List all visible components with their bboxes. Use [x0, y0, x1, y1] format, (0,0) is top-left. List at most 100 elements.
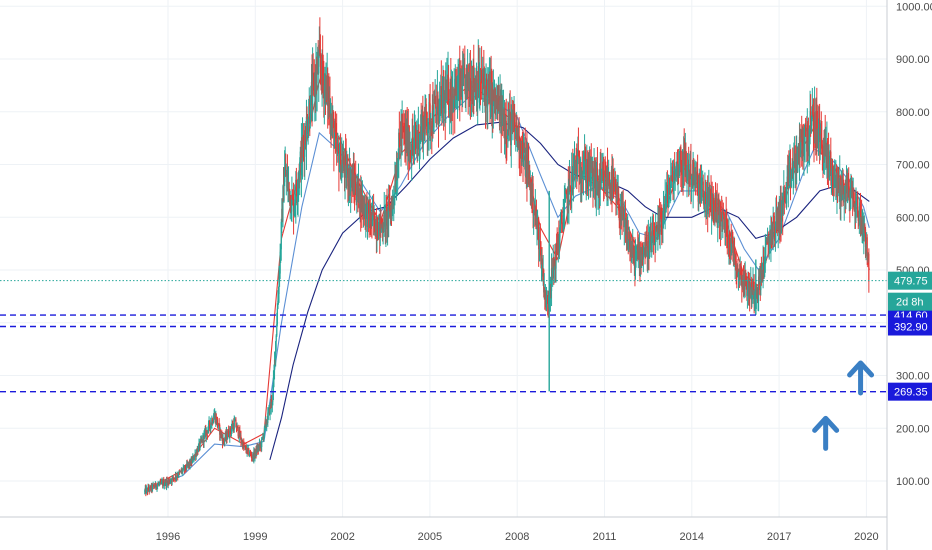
- candle-body: [186, 463, 188, 469]
- candle-body: [787, 168, 789, 189]
- candle-body: [427, 124, 430, 130]
- candle-body: [704, 192, 707, 195]
- candle-body: [430, 121, 432, 130]
- candle-body: [558, 237, 560, 248]
- candle-body: [865, 245, 867, 247]
- candle-body: [556, 244, 558, 250]
- candle-body: [686, 168, 689, 170]
- candle-body: [582, 170, 585, 174]
- price-tag-box: [888, 271, 932, 290]
- candle-body: [169, 481, 172, 483]
- candle-body: [329, 101, 331, 125]
- candle-body: [230, 428, 233, 433]
- candle-body: [249, 452, 252, 455]
- candle-body: [518, 123, 520, 154]
- candle-body: [636, 251, 638, 253]
- candle-body: [263, 426, 266, 434]
- candle-body: [578, 156, 580, 173]
- candle-body: [209, 421, 211, 427]
- candle-body: [604, 173, 606, 191]
- annotation-arrows: [812, 360, 875, 451]
- candle-body: [538, 248, 540, 250]
- candle-body: [433, 99, 435, 128]
- candle-body: [438, 99, 440, 122]
- candle-body: [805, 124, 807, 130]
- candle-body: [394, 183, 396, 198]
- candle-body: [643, 250, 645, 254]
- candle-body: [849, 191, 851, 207]
- candle-body: [369, 208, 371, 221]
- candle-body: [144, 490, 146, 492]
- candle-body: [646, 237, 648, 242]
- x-tick-label: 2005: [418, 531, 442, 543]
- candle-body: [576, 155, 578, 180]
- candle-body: [655, 231, 657, 251]
- candle-body: [527, 161, 529, 166]
- candle-body: [838, 189, 840, 193]
- candle-body: [797, 148, 799, 172]
- candle-body: [632, 244, 634, 255]
- candle-body: [803, 149, 805, 154]
- candle-body: [285, 166, 287, 177]
- candle-body: [413, 132, 416, 141]
- candle-body: [333, 138, 336, 149]
- candle-body: [477, 91, 479, 103]
- candle-body: [483, 73, 485, 82]
- candle-body: [372, 208, 374, 212]
- candle-body: [561, 223, 563, 226]
- candle-body: [456, 95, 459, 97]
- candle-body: [653, 240, 656, 243]
- candle-body: [393, 199, 395, 201]
- candle-body: [402, 126, 404, 130]
- candle-body: [490, 81, 492, 83]
- candle-body: [572, 166, 574, 180]
- candle-body: [607, 184, 609, 189]
- candle-body: [409, 150, 412, 155]
- candle-body: [392, 197, 394, 205]
- candle-body: [600, 175, 602, 179]
- candle-body: [304, 133, 306, 157]
- candle-body: [292, 198, 294, 200]
- candle-body: [811, 119, 813, 126]
- candle-body: [473, 65, 475, 91]
- candle-body: [848, 186, 850, 198]
- candle-body: [590, 158, 592, 172]
- candle-body: [385, 205, 388, 208]
- candle-body: [526, 161, 529, 184]
- candle-body: [858, 206, 860, 226]
- candle-body: [463, 68, 465, 79]
- candle-body: [716, 199, 718, 225]
- candle-body: [159, 481, 161, 484]
- candle-body: [502, 114, 504, 126]
- candle-body: [628, 240, 630, 250]
- candle-body: [660, 212, 662, 218]
- candle-body: [336, 147, 338, 152]
- candle-body: [785, 182, 788, 204]
- y-tick-label: 100.00: [896, 476, 930, 488]
- candle-body: [669, 188, 671, 191]
- y-tick-label: 700.00: [896, 160, 930, 172]
- candle-body: [445, 88, 447, 114]
- candle-body: [718, 198, 720, 207]
- candle-body: [827, 148, 830, 172]
- candle-body: [412, 137, 414, 148]
- candle-body: [344, 154, 346, 178]
- candle-body: [397, 158, 399, 173]
- candle-body: [842, 174, 844, 183]
- candle-body: [393, 197, 395, 200]
- x-tick-label: 2020: [854, 531, 878, 543]
- candle-body: [717, 223, 719, 225]
- candle-body: [465, 75, 467, 100]
- candle-body: [674, 174, 676, 181]
- candle-body: [608, 178, 610, 187]
- candle-body: [615, 186, 617, 198]
- candle-body: [559, 225, 561, 238]
- candle-body: [700, 184, 703, 194]
- candle-body: [456, 76, 458, 96]
- candle-body: [686, 169, 688, 175]
- candle-body: [165, 480, 168, 486]
- candle-body: [524, 147, 526, 176]
- candle-body: [605, 174, 607, 186]
- candle-body: [641, 250, 643, 256]
